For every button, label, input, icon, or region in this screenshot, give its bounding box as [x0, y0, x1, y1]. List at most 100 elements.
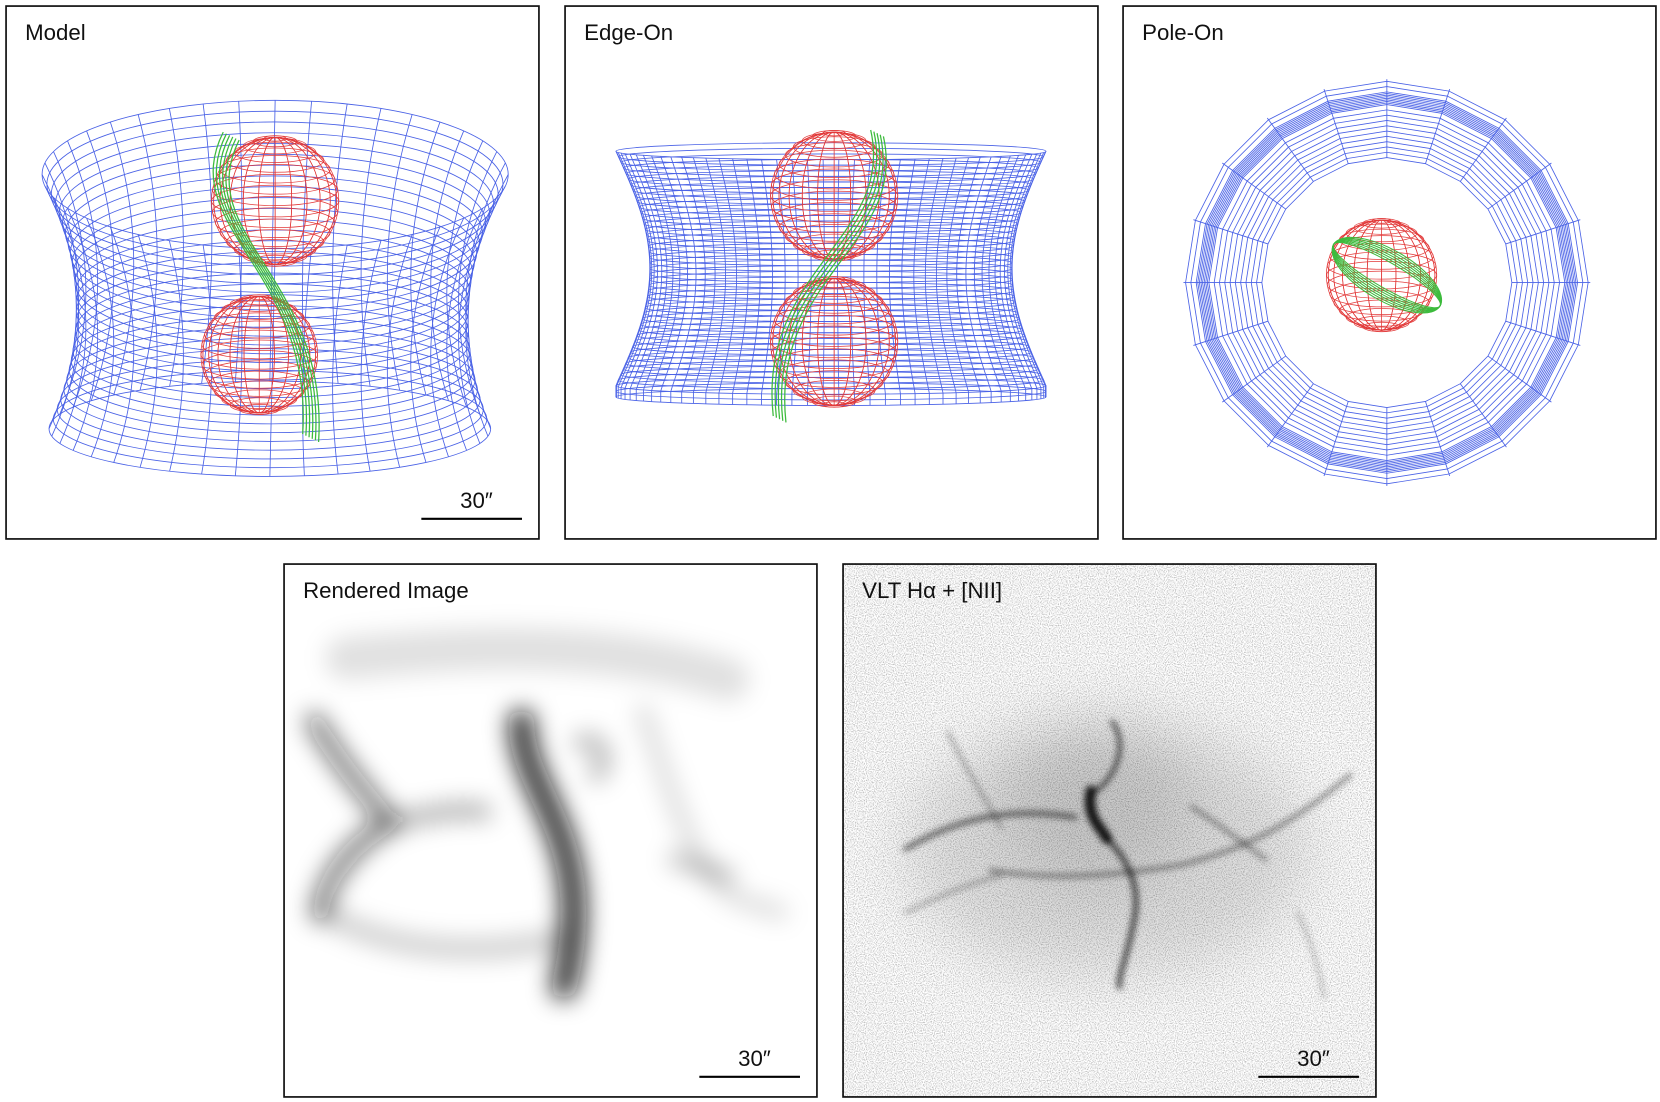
wire [430, 130, 465, 401]
wire [1505, 320, 1581, 346]
wire [635, 154, 668, 401]
wire [465, 185, 506, 437]
wire [889, 159, 901, 406]
panel-art [305, 627, 789, 1000]
wire [1459, 117, 1507, 182]
wire [620, 152, 655, 399]
emission [381, 803, 492, 830]
wire [681, 157, 706, 404]
wire [202, 295, 317, 414]
wire [1323, 401, 1349, 477]
wire [1425, 88, 1451, 164]
emission [315, 903, 568, 959]
wire [994, 154, 1027, 401]
wire [1331, 236, 1443, 314]
wire [269, 100, 276, 382]
wire [1193, 219, 1269, 245]
panel-art [842, 563, 1377, 1098]
wire [777, 133, 881, 420]
wire [53, 151, 87, 415]
filament [1084, 785, 1113, 844]
wire [1266, 117, 1314, 182]
panel-background [5, 5, 540, 540]
wire [1459, 383, 1507, 448]
wire [446, 140, 484, 408]
wire [218, 135, 311, 438]
wire [137, 234, 158, 468]
wire [410, 121, 441, 396]
wire [771, 129, 875, 417]
panel-art [1183, 79, 1591, 486]
panel: Rendered Image 30″ [283, 563, 818, 1098]
wire [965, 156, 992, 403]
filament [946, 730, 1003, 830]
wire [67, 140, 99, 408]
panel-label: Model [25, 20, 86, 45]
panel-art [615, 129, 1047, 423]
wire [692, 157, 716, 404]
wire [784, 136, 887, 423]
emission [508, 709, 587, 1000]
wire [1193, 320, 1269, 346]
wire [956, 157, 981, 404]
panel-frame [5, 5, 540, 540]
wire [1425, 401, 1451, 477]
wire [109, 226, 135, 463]
wire [615, 151, 651, 397]
wire [465, 162, 506, 422]
wire [386, 234, 413, 468]
wire [651, 155, 681, 402]
panel-frame [842, 563, 1377, 1098]
filament [1104, 835, 1139, 990]
wire [67, 207, 99, 451]
wire [213, 137, 338, 265]
wire [168, 240, 184, 472]
wire [215, 133, 308, 436]
filament [988, 772, 1353, 879]
wire [617, 152, 653, 399]
scale-bar-label: 30″ [460, 488, 493, 513]
wire [901, 158, 916, 405]
wire [201, 244, 213, 475]
wire [973, 156, 1002, 403]
filament [1295, 911, 1326, 999]
wire [718, 158, 738, 405]
wire [360, 240, 382, 472]
emission [572, 733, 611, 783]
scale-bar-label: 30″ [738, 1046, 771, 1071]
wire [876, 159, 886, 406]
panel-frame [1122, 5, 1657, 540]
wire [1487, 355, 1552, 403]
wire [386, 114, 413, 391]
wire [332, 103, 348, 384]
panel-label: Pole-On [1142, 20, 1224, 45]
wire [168, 108, 184, 387]
wire [660, 156, 689, 403]
wire [458, 151, 498, 415]
wire [624, 153, 658, 400]
scale-bar-label: 30″ [1297, 1046, 1330, 1071]
wire [761, 159, 773, 406]
wire [86, 217, 115, 457]
panel-art [41, 99, 509, 477]
emission [667, 852, 736, 883]
wire [109, 121, 135, 396]
blurred-emission [305, 627, 789, 1000]
wire [332, 244, 348, 475]
wire [643, 155, 674, 402]
wire [222, 136, 314, 439]
emission [325, 627, 750, 701]
wire [1487, 162, 1552, 210]
wire [1505, 219, 1581, 245]
diffuse-nebula [905, 721, 1309, 977]
wire [1007, 152, 1042, 399]
wire [988, 155, 1019, 402]
wire [228, 139, 320, 443]
wire [446, 207, 484, 451]
wire [670, 156, 697, 403]
wire [981, 155, 1011, 402]
panel-label: VLT Hα + [NII] [862, 578, 1002, 603]
wire [1327, 219, 1436, 331]
wire [225, 138, 317, 441]
wire [44, 162, 80, 422]
